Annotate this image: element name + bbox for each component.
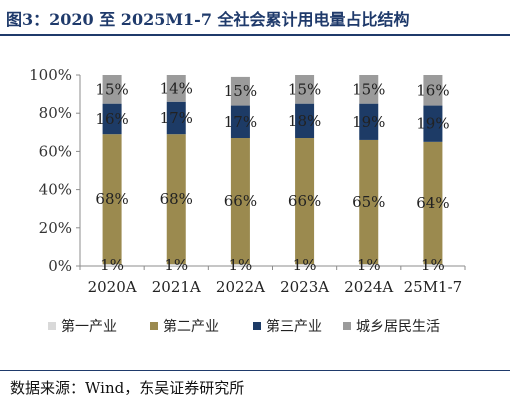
data-label: 1% xyxy=(100,256,124,274)
data-label: 16% xyxy=(95,110,128,128)
bar-segment-3 xyxy=(230,105,250,139)
chart-data-labels: 1% 68% 16% 15% 1% 68% 17% 14% 1% 66% 17% 15% 1% 66% 18… xyxy=(95,79,449,274)
legend-swatch xyxy=(48,322,56,330)
x-category-label: 25M1-7 xyxy=(404,278,463,296)
bar-segment-2 xyxy=(102,134,122,265)
chart-axes: 0% 20% 40% 60% 80% 100% 2020A 2021A 2022A 2023A 20… xyxy=(29,66,466,296)
bar-segment-1 xyxy=(102,264,122,266)
data-label: 15% xyxy=(288,80,321,98)
bar-segment-4 xyxy=(102,75,122,104)
y-tick-label: 100% xyxy=(29,66,72,84)
bar-segment-3 xyxy=(295,103,315,139)
figure-title: 图3：2020 至 2025M1-7 全社会累计用电量占比结构 xyxy=(6,10,410,29)
x-category-label: 2024A xyxy=(344,278,393,296)
data-label: 14% xyxy=(160,79,193,97)
bar-segment-4 xyxy=(166,75,186,102)
y-tick-label: 40% xyxy=(39,181,72,199)
x-category-label: 2021A xyxy=(152,278,201,296)
bar-segment-4 xyxy=(423,75,443,106)
legend-label: 第一产业 xyxy=(61,318,117,335)
data-label: 15% xyxy=(352,80,385,98)
data-label: 68% xyxy=(95,190,128,208)
legend-label: 城乡居民生活 xyxy=(356,319,440,335)
data-label: 64% xyxy=(416,194,449,212)
data-source: 数据来源：Wind，东吴证券研究所 xyxy=(10,379,245,397)
legend-swatch xyxy=(343,322,351,330)
bar-segment-2 xyxy=(166,134,186,265)
data-label: 15% xyxy=(224,82,257,100)
x-category-label: 2023A xyxy=(280,278,329,296)
bar-segment-2 xyxy=(230,138,250,265)
data-label: 1% xyxy=(229,256,253,274)
data-label: 19% xyxy=(352,113,385,131)
legend-label: 第三产业 xyxy=(266,318,322,335)
data-label: 16% xyxy=(416,81,449,99)
data-label: 66% xyxy=(288,192,321,210)
data-label: 65% xyxy=(352,193,385,211)
bar-segment-1 xyxy=(295,264,315,266)
data-label: 1% xyxy=(357,256,381,274)
bar-segment-3 xyxy=(102,103,122,135)
bar-segment-3 xyxy=(359,103,379,140)
data-label: 1% xyxy=(164,256,188,274)
data-label: 66% xyxy=(224,192,257,210)
bar-segment-1 xyxy=(359,264,379,266)
bar-segment-1 xyxy=(423,264,443,266)
bar-segment-2 xyxy=(359,139,379,265)
legend-label: 第二产业 xyxy=(163,318,219,335)
bar-segment-3 xyxy=(423,105,443,142)
y-tick-label: 0% xyxy=(48,257,72,275)
chart-legend: 第一产业 第二产业 第三产业 城乡居民生活 xyxy=(48,318,440,335)
footer-rule xyxy=(0,370,510,371)
bar-segment-1 xyxy=(230,264,250,266)
data-label: 17% xyxy=(224,113,257,131)
bar-segment-4 xyxy=(230,76,250,106)
data-label: 17% xyxy=(160,109,193,127)
data-label: 18% xyxy=(288,112,321,130)
x-category-label: 2020A xyxy=(88,278,137,296)
data-label: 1% xyxy=(293,256,317,274)
data-label: 15% xyxy=(95,80,128,98)
data-label: 1% xyxy=(421,256,445,274)
bar-segment-4 xyxy=(295,75,315,104)
legend-swatch xyxy=(253,322,261,330)
bar-segment-4 xyxy=(359,75,379,104)
title-rule xyxy=(0,34,510,36)
legend-swatch xyxy=(150,322,158,330)
x-category-label: 2022A xyxy=(216,278,265,296)
bar-segment-3 xyxy=(166,101,186,135)
bar-segment-2 xyxy=(295,138,315,265)
data-label: 19% xyxy=(416,115,449,133)
title-bar: 图3：2020 至 2025M1-7 全社会累计用电量占比结构 xyxy=(0,0,510,36)
y-tick-label: 60% xyxy=(39,142,72,160)
bar-segment-1 xyxy=(166,264,186,266)
y-tick-label: 80% xyxy=(39,104,72,122)
y-tick-label: 20% xyxy=(39,219,72,237)
data-label: 68% xyxy=(160,190,193,208)
bar-segment-2 xyxy=(423,141,443,265)
chart-bars xyxy=(102,75,443,266)
